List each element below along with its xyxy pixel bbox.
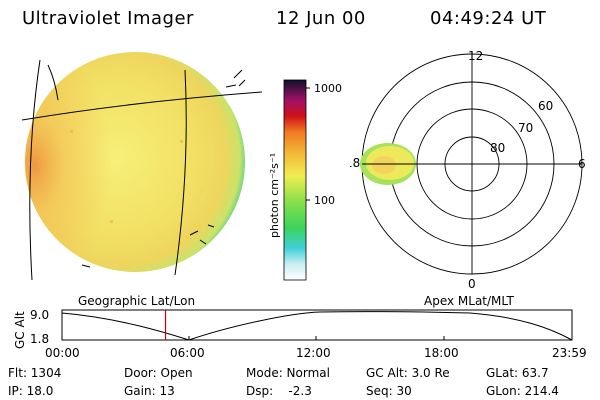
dsp-info: Dsp: -2.3 [246,384,312,398]
altitude-ytick-high: 9.0 [30,308,49,322]
colorbar: 1000 100 photon cm⁻²s⁻¹ [268,79,342,281]
altitude-ytick-low: 1.8 [30,332,49,346]
gc-alt-info: GC Alt: 3.0 Re [366,366,450,380]
lat-label-70: 70 [518,121,533,135]
lat-label-60: 60 [538,99,553,113]
mode-info: Mode: Normal [246,366,330,380]
auroral-glow [25,52,160,272]
gain-info: Gain: 13 [124,384,175,398]
door-info: Door: Open [124,366,193,380]
altitude-plot: GC Alt 9.0 1.8 [13,308,573,349]
mlt-label-12: 12 [468,49,483,63]
glon-info: GLon: 214.4 [486,384,559,398]
time-tick-1: 06:00 [170,346,205,360]
altitude-curve [61,311,573,341]
colorbar-tick-100: 100 [314,194,335,207]
instrument-title: Ultraviolet Imager [22,8,194,29]
mlt-label-6: 6 [578,157,586,171]
ip-info: IP: 18.0 [8,384,54,398]
time-tick-2: 12:00 [296,346,331,360]
colorbar-gradient [283,79,307,281]
time-tick-4: 23:59 [552,346,587,360]
time-label: 04:49:24 UT [430,8,547,29]
time-tick-3: 18:00 [424,346,459,360]
earth-image-panel [21,52,263,281]
glat-info: GLat: 63.7 [486,366,549,380]
date-label: 12 Jun 00 [276,8,366,29]
colorbar-unit-label: photon cm⁻²s⁻¹ [268,153,281,238]
lat-label-80: 80 [490,141,505,155]
polar-mlat-mlt-plot: 12 18 6 0 60 70 80 [350,49,586,291]
time-tick-0: 00:00 [45,346,80,360]
mlt-label-0: 0 [468,277,476,291]
colorbar-tick-1000: 1000 [314,82,342,95]
apex-label: Apex MLat/MLT [424,294,514,308]
altitude-ylabel: GC Alt [13,311,27,349]
seq-info: Seq: 30 [366,384,412,398]
flight-info: Flt: 1304 [8,366,62,380]
altitude-frame [61,309,573,341]
mlt-label-18: 18 [350,156,360,170]
geographic-grid [21,59,263,281]
geographic-label: Geographic Lat/Lon [78,294,196,308]
